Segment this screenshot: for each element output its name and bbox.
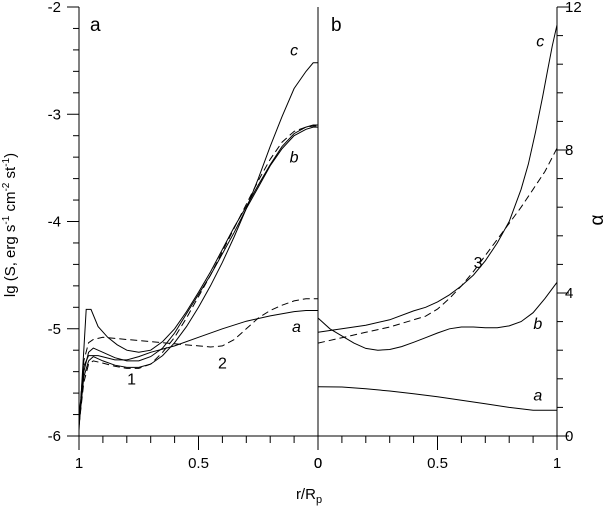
x-axis-title: r/Rp [296,486,322,506]
y-tick-label: -5 [48,321,61,338]
curve-annotation: a [533,387,542,404]
x-tick-label: 0 [314,455,322,472]
curve-annotation: b [290,150,299,167]
x-axis-title-main: r/R [296,486,316,503]
x-tick-label: 1 [553,455,561,472]
curve-annotation: c [290,42,298,59]
series-line-a-1 [78,124,318,431]
y-tick-label: -2 [48,0,61,16]
series-line-a-unlabeled [78,125,318,426]
y-axis-title-left-end: ) [2,153,19,158]
y-axis-title-left-mid1: cm [2,192,19,216]
curve-annotation: 1 [127,372,136,389]
y-axis-title-left-sup1: -1 [1,215,12,224]
y-tick-label: 4 [565,285,573,302]
curve-annotation: b [533,316,542,333]
y-axis-title-left-sup2: -2 [1,182,12,191]
series-line-a-b [78,126,318,420]
x-tick-label: 0 [314,455,322,472]
y-tick-label: -3 [48,106,61,123]
curve-annotation: 2 [218,355,227,372]
series-line-b-b [317,282,558,351]
series-line-a-2 [78,298,318,420]
y-axis-title-right: α [587,214,608,225]
y-tick-label: -4 [48,214,61,231]
y-tick-label: 8 [565,142,573,159]
panel-b-label: b [331,15,342,36]
series-line-a-c [78,62,318,426]
panel-a-label: a [90,15,101,36]
y-tick-label: 0 [565,428,573,445]
curve-annotation: c [536,33,544,50]
y-axis-title-left-mid2: st [2,166,19,183]
curve-annotation: 3 [474,255,483,272]
y-axis-title-left-main: lg (S, erg s [2,225,19,298]
y-axis-title-left-sup3: -1 [1,157,12,166]
series-line-a-a [78,310,318,420]
x-axis-title-sub: p [316,494,322,506]
series-line-b-a [317,386,557,411]
x-tick-label: 0.5 [188,455,209,472]
x-tick-label: 0.5 [427,455,448,472]
series-line-b-c [317,24,558,333]
y-axis-title-left: lg (S, erg s-1 cm-2 st-1) [1,153,19,297]
series-line-b-3 [317,147,558,344]
y-tick-label: -6 [48,428,61,445]
curve-annotation: a [292,319,301,336]
y-tick-label: 12 [565,0,582,16]
x-tick-label: 1 [75,455,83,472]
